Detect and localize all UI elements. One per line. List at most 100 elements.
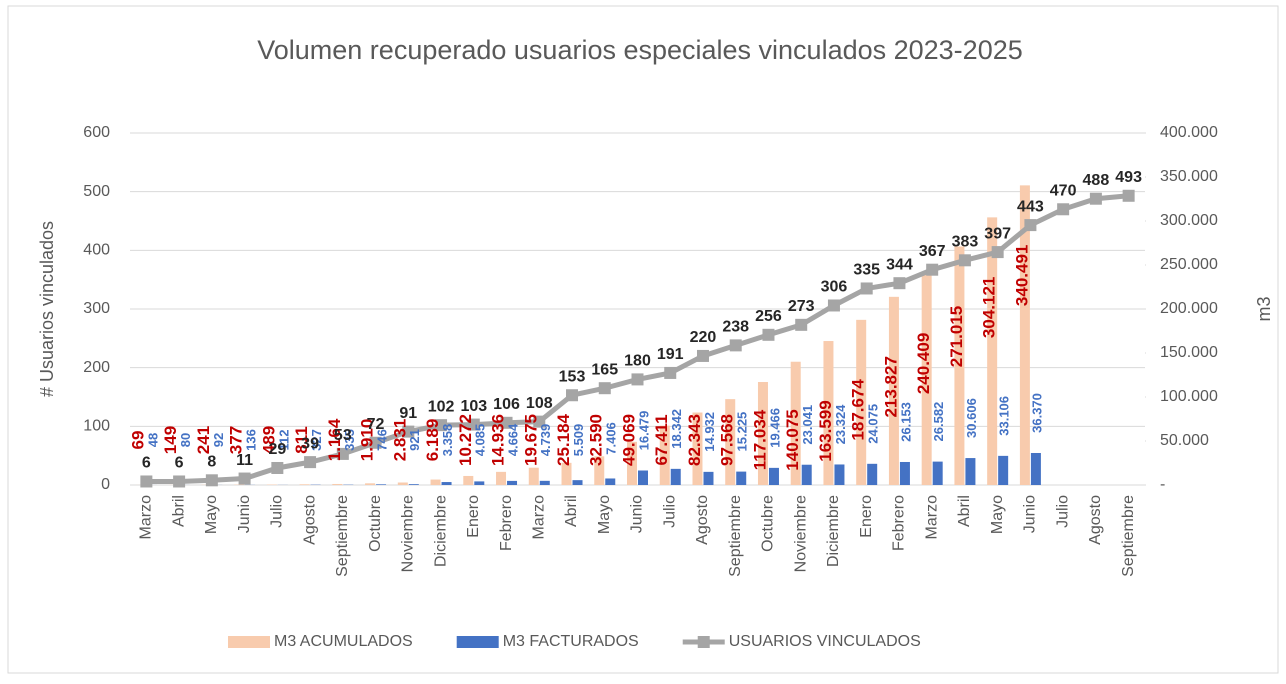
- y2-tick-label: 100.000: [1160, 388, 1218, 405]
- bar: [474, 481, 484, 485]
- data-label: 304.121: [980, 277, 999, 338]
- bar: [933, 462, 943, 485]
- marker: [1123, 190, 1135, 202]
- y2-tick-label: 200.000: [1160, 300, 1218, 317]
- y-axis-label: # Usuarios vinculados: [37, 221, 57, 397]
- bar: [638, 470, 648, 485]
- marker: [664, 367, 676, 379]
- bar: [376, 484, 386, 485]
- marker: [959, 254, 971, 266]
- x-tick-label: Abril: [563, 495, 580, 527]
- bar: [965, 458, 975, 485]
- data-label: 238: [722, 319, 749, 336]
- marker: [140, 475, 152, 487]
- y-tick-label: 600: [83, 124, 110, 141]
- data-label: 443: [1017, 198, 1044, 215]
- y-tick-label: 200: [83, 359, 110, 376]
- legend-swatch: [457, 636, 499, 648]
- data-label: 921: [407, 429, 422, 451]
- bar: [300, 484, 310, 485]
- data-label: 39: [301, 435, 319, 452]
- marker: [173, 475, 185, 487]
- x-tick-label: Julio: [661, 495, 678, 528]
- data-label: 136: [244, 429, 259, 451]
- y-tick-label: 300: [83, 300, 110, 317]
- data-label: 102: [428, 398, 455, 415]
- x-tick-label: Mayo: [596, 495, 613, 534]
- data-label: 18.342: [669, 409, 684, 449]
- data-label: 273: [788, 298, 815, 315]
- data-label: 26.153: [898, 402, 913, 442]
- data-label: 220: [690, 329, 717, 346]
- x-tick-label: Julio: [1054, 495, 1071, 528]
- marker: [992, 246, 1004, 258]
- data-label: 5.509: [571, 424, 586, 457]
- x-tick-label: Agosto: [1087, 495, 1104, 545]
- data-label: 72: [367, 416, 385, 433]
- marker: [1057, 203, 1069, 215]
- data-label: 80: [178, 433, 193, 447]
- bar: [834, 464, 844, 485]
- data-label: 53: [334, 427, 352, 444]
- data-label: 488: [1083, 172, 1110, 189]
- marker: [926, 264, 938, 276]
- x-tick-label: Septiembre: [727, 495, 744, 577]
- y2-tick-label: 150.000: [1160, 344, 1218, 361]
- x-tick-label: Julio: [269, 495, 286, 528]
- y2-tick-label: 400.000: [1160, 124, 1218, 141]
- x-tick-label: Agosto: [694, 495, 711, 545]
- x-tick-label: Febrero: [498, 495, 515, 551]
- data-label: 19.466: [767, 408, 782, 448]
- y-tick-label: 0: [101, 476, 110, 493]
- x-tick-label: Octubre: [760, 495, 777, 552]
- data-label: 36.370: [1029, 393, 1044, 433]
- data-label: 191: [657, 346, 684, 363]
- data-label: 3.358: [440, 424, 455, 457]
- marker: [893, 277, 905, 289]
- data-label: 33.106: [997, 396, 1012, 436]
- x-tick-label: Marzo: [530, 495, 547, 540]
- legend-swatch: [698, 636, 710, 648]
- bar: [998, 456, 1008, 485]
- x-tick-label: Marzo: [923, 495, 940, 540]
- bar: [736, 472, 746, 485]
- data-label: 153: [559, 368, 586, 385]
- legend-label: M3 ACUMULADOS: [274, 633, 413, 650]
- marker: [566, 389, 578, 401]
- y2-tick-label: 250.000: [1160, 256, 1218, 273]
- data-label: 14.932: [702, 412, 717, 452]
- data-label: 240.409: [914, 333, 933, 394]
- data-label: 103: [460, 398, 487, 415]
- marker: [239, 473, 251, 485]
- legend-swatch: [228, 636, 270, 648]
- data-label: 335: [853, 262, 880, 279]
- data-label: 340.491: [1012, 245, 1031, 306]
- data-label: 4.739: [538, 424, 553, 457]
- data-label: 397: [984, 225, 1011, 242]
- bar: [332, 484, 342, 485]
- data-label: 48: [145, 433, 160, 447]
- legend-label: USUARIOS VINCULADOS: [729, 633, 921, 650]
- x-tick-label: Abril: [956, 495, 973, 527]
- data-label: 108: [526, 395, 553, 412]
- x-tick-label: Diciembre: [432, 495, 449, 567]
- x-tick-label: Agosto: [301, 495, 318, 545]
- marker: [730, 339, 742, 351]
- data-label: 6: [142, 455, 151, 472]
- marker: [795, 319, 807, 331]
- x-tick-label: Junio: [629, 495, 646, 533]
- data-label: 8: [207, 454, 216, 471]
- marker: [1090, 193, 1102, 205]
- bar: [365, 483, 375, 485]
- bar: [442, 482, 452, 485]
- data-label: 7.406: [604, 422, 619, 455]
- data-label: 306: [821, 279, 848, 296]
- y-tick-label: 500: [83, 183, 110, 200]
- marker: [1024, 219, 1036, 231]
- data-label: 23.041: [800, 405, 815, 445]
- x-tick-label: Marzo: [138, 495, 155, 540]
- marker: [206, 474, 218, 486]
- bar: [463, 476, 473, 485]
- bar: [671, 469, 681, 485]
- bar: [802, 465, 812, 485]
